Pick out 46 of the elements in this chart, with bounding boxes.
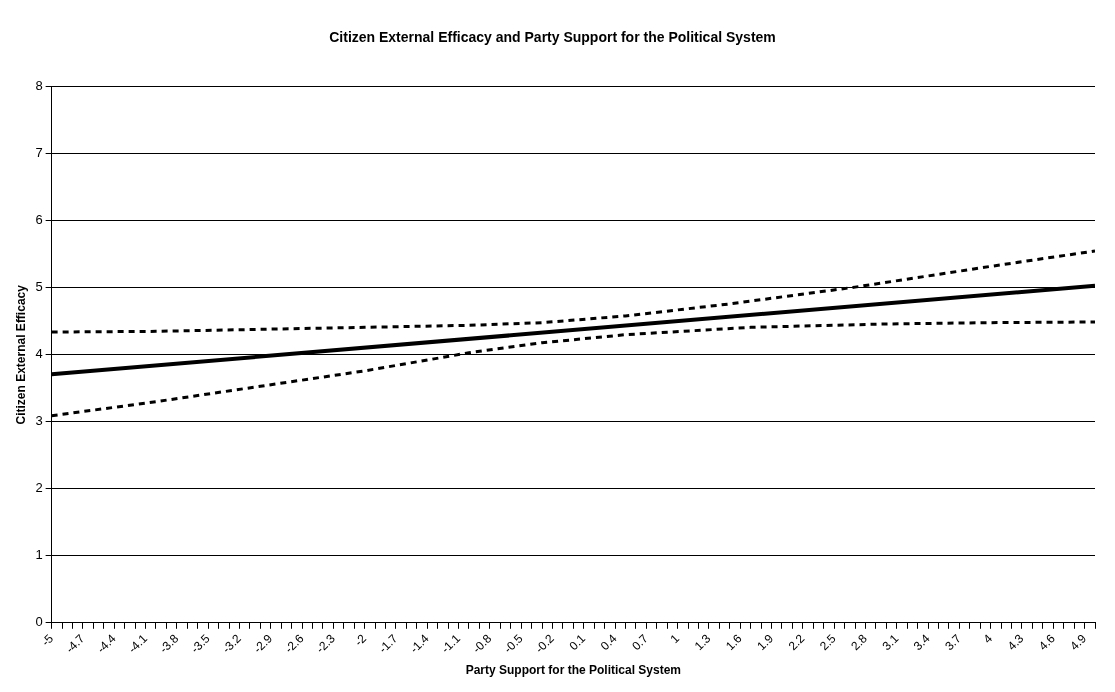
- x-tick-label: -1.1: [438, 631, 464, 656]
- y-tick-label: 2: [35, 480, 43, 496]
- x-tick-label: 0.7: [629, 631, 652, 654]
- x-tick-label: -1.7: [375, 631, 401, 656]
- y-tick-label: 3: [35, 413, 43, 429]
- x-tick-label: 1.6: [723, 631, 745, 654]
- x-tick-label: -5: [38, 631, 57, 649]
- x-tick-label: 3.4: [910, 631, 933, 654]
- x-tick-label: -2.3: [313, 631, 339, 656]
- x-tick-label: -3.2: [219, 631, 245, 656]
- y-tick-label: 1: [35, 547, 43, 563]
- x-tick-label: 1.3: [691, 631, 714, 654]
- x-tick-label: -2: [351, 631, 370, 649]
- x-tick-label: 1.9: [754, 631, 777, 654]
- x-tick-label: 1: [667, 631, 683, 647]
- x-tick-label: -0.5: [501, 631, 526, 656]
- x-tick-label: -4.4: [94, 631, 119, 656]
- y-tick-label: 4: [35, 346, 43, 362]
- x-tick-label: -0.2: [532, 631, 558, 656]
- x-tick-label: -1.4: [407, 631, 432, 656]
- chart-title: Citizen External Efficacy and Party Support for the Political System: [329, 29, 776, 46]
- x-tick-label: 3.1: [879, 631, 902, 654]
- x-tick-label: 4.9: [1067, 631, 1090, 654]
- y-tick-label: 6: [35, 212, 43, 228]
- y-tick-label: 7: [35, 145, 43, 161]
- y-axis-title: Citizen External Efficacy: [13, 284, 28, 425]
- x-tick-label: -4.1: [125, 631, 151, 656]
- x-tick-label: 2.5: [816, 631, 839, 654]
- x-tick-label: 0.1: [566, 631, 589, 654]
- x-tick-label: 0.4: [597, 631, 620, 654]
- x-tick-label: 4.3: [1004, 631, 1027, 654]
- y-tick-label: 0: [35, 614, 43, 630]
- x-tick-label: -2.9: [250, 631, 276, 656]
- x-tick-label: 4: [980, 631, 996, 647]
- x-tick-label: -4.7: [62, 631, 88, 656]
- x-tick-label: 4.6: [1036, 631, 1058, 654]
- x-axis-title: Party Support for the Political System: [465, 663, 682, 678]
- x-tick-label: 2.2: [785, 631, 808, 654]
- x-tick-label: -2.6: [281, 631, 307, 656]
- x-tick-label: 3.7: [942, 631, 965, 654]
- x-tick-label: -3.8: [156, 631, 182, 656]
- x-tick-label: -3.5: [188, 631, 213, 656]
- y-tick-label: 5: [35, 279, 43, 295]
- x-tick-label: -0.8: [469, 631, 495, 656]
- y-tick-label: 8: [35, 78, 43, 94]
- x-tick-label: 2.8: [848, 631, 871, 654]
